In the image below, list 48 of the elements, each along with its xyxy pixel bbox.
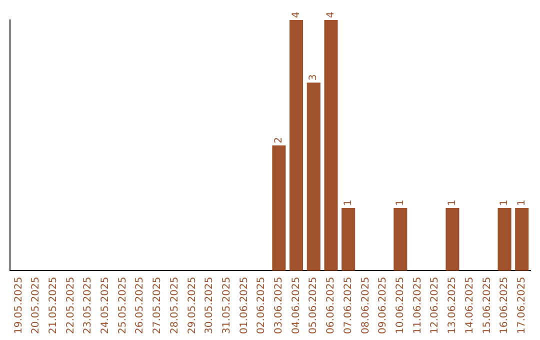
bar [446, 208, 460, 271]
x-tick-label: 20.05.2025 [30, 276, 42, 334]
x-tick-label: 06.06.2025 [326, 276, 337, 334]
x-tick-label: 16.06.2025 [499, 276, 510, 334]
data-label: 4 [326, 12, 337, 18]
x-tick-label: 05.06.2025 [308, 276, 320, 334]
data-label: 1 [342, 200, 354, 206]
x-tick-label: 17.06.2025 [516, 276, 528, 334]
bar [515, 208, 529, 271]
x-tick-label: 26.05.2025 [134, 276, 146, 334]
x-tick-label: 07.06.2025 [342, 276, 354, 334]
x-tick-label: 27.05.2025 [152, 276, 164, 334]
x-tick-label: 30.05.2025 [204, 276, 216, 334]
x-tick-label: 24.05.2025 [100, 276, 112, 334]
x-tick-label: 02.06.2025 [256, 276, 268, 334]
x-tick-label: 11.06.2025 [412, 276, 424, 334]
bar [290, 20, 304, 271]
x-tick-label: 28.05.2025 [169, 276, 180, 334]
x-tick-label: 15.06.2025 [482, 276, 493, 334]
x-tick-label: 31.05.2025 [221, 276, 232, 334]
data-label: 4 [290, 12, 302, 18]
x-tick-label: 13.06.2025 [447, 276, 458, 334]
x-tick-label: 22.05.2025 [65, 276, 76, 334]
data-label: 1 [447, 200, 458, 206]
x-tick-label: 09.06.2025 [378, 276, 389, 334]
x-tick-label: 10.06.2025 [395, 276, 406, 334]
x-tick-label: 14.06.2025 [464, 276, 476, 334]
data-label: 1 [516, 200, 528, 206]
bar [394, 208, 408, 271]
bar [272, 145, 286, 271]
x-tick-label: 23.05.2025 [82, 276, 94, 334]
data-label: 1 [499, 200, 510, 206]
bar [324, 20, 338, 271]
x-tick-label: 08.06.2025 [360, 276, 372, 334]
x-tick-label: 03.06.2025 [274, 276, 285, 334]
x-tick-label: 19.05.2025 [13, 276, 24, 334]
x-tick-label: 12.06.2025 [430, 276, 441, 334]
x-tick-label: 29.05.2025 [186, 276, 198, 334]
bar [498, 208, 512, 271]
x-tick-label: 21.05.2025 [48, 276, 59, 334]
data-label: 1 [395, 200, 406, 206]
x-tick-label: 25.05.2025 [117, 276, 128, 334]
data-label: 2 [274, 136, 285, 144]
bar [342, 208, 356, 271]
data-label: 3 [308, 74, 320, 81]
x-tick-label: 04.06.2025 [290, 276, 302, 334]
bar [306, 82, 320, 271]
x-tick-label: 01.06.2025 [238, 276, 250, 334]
